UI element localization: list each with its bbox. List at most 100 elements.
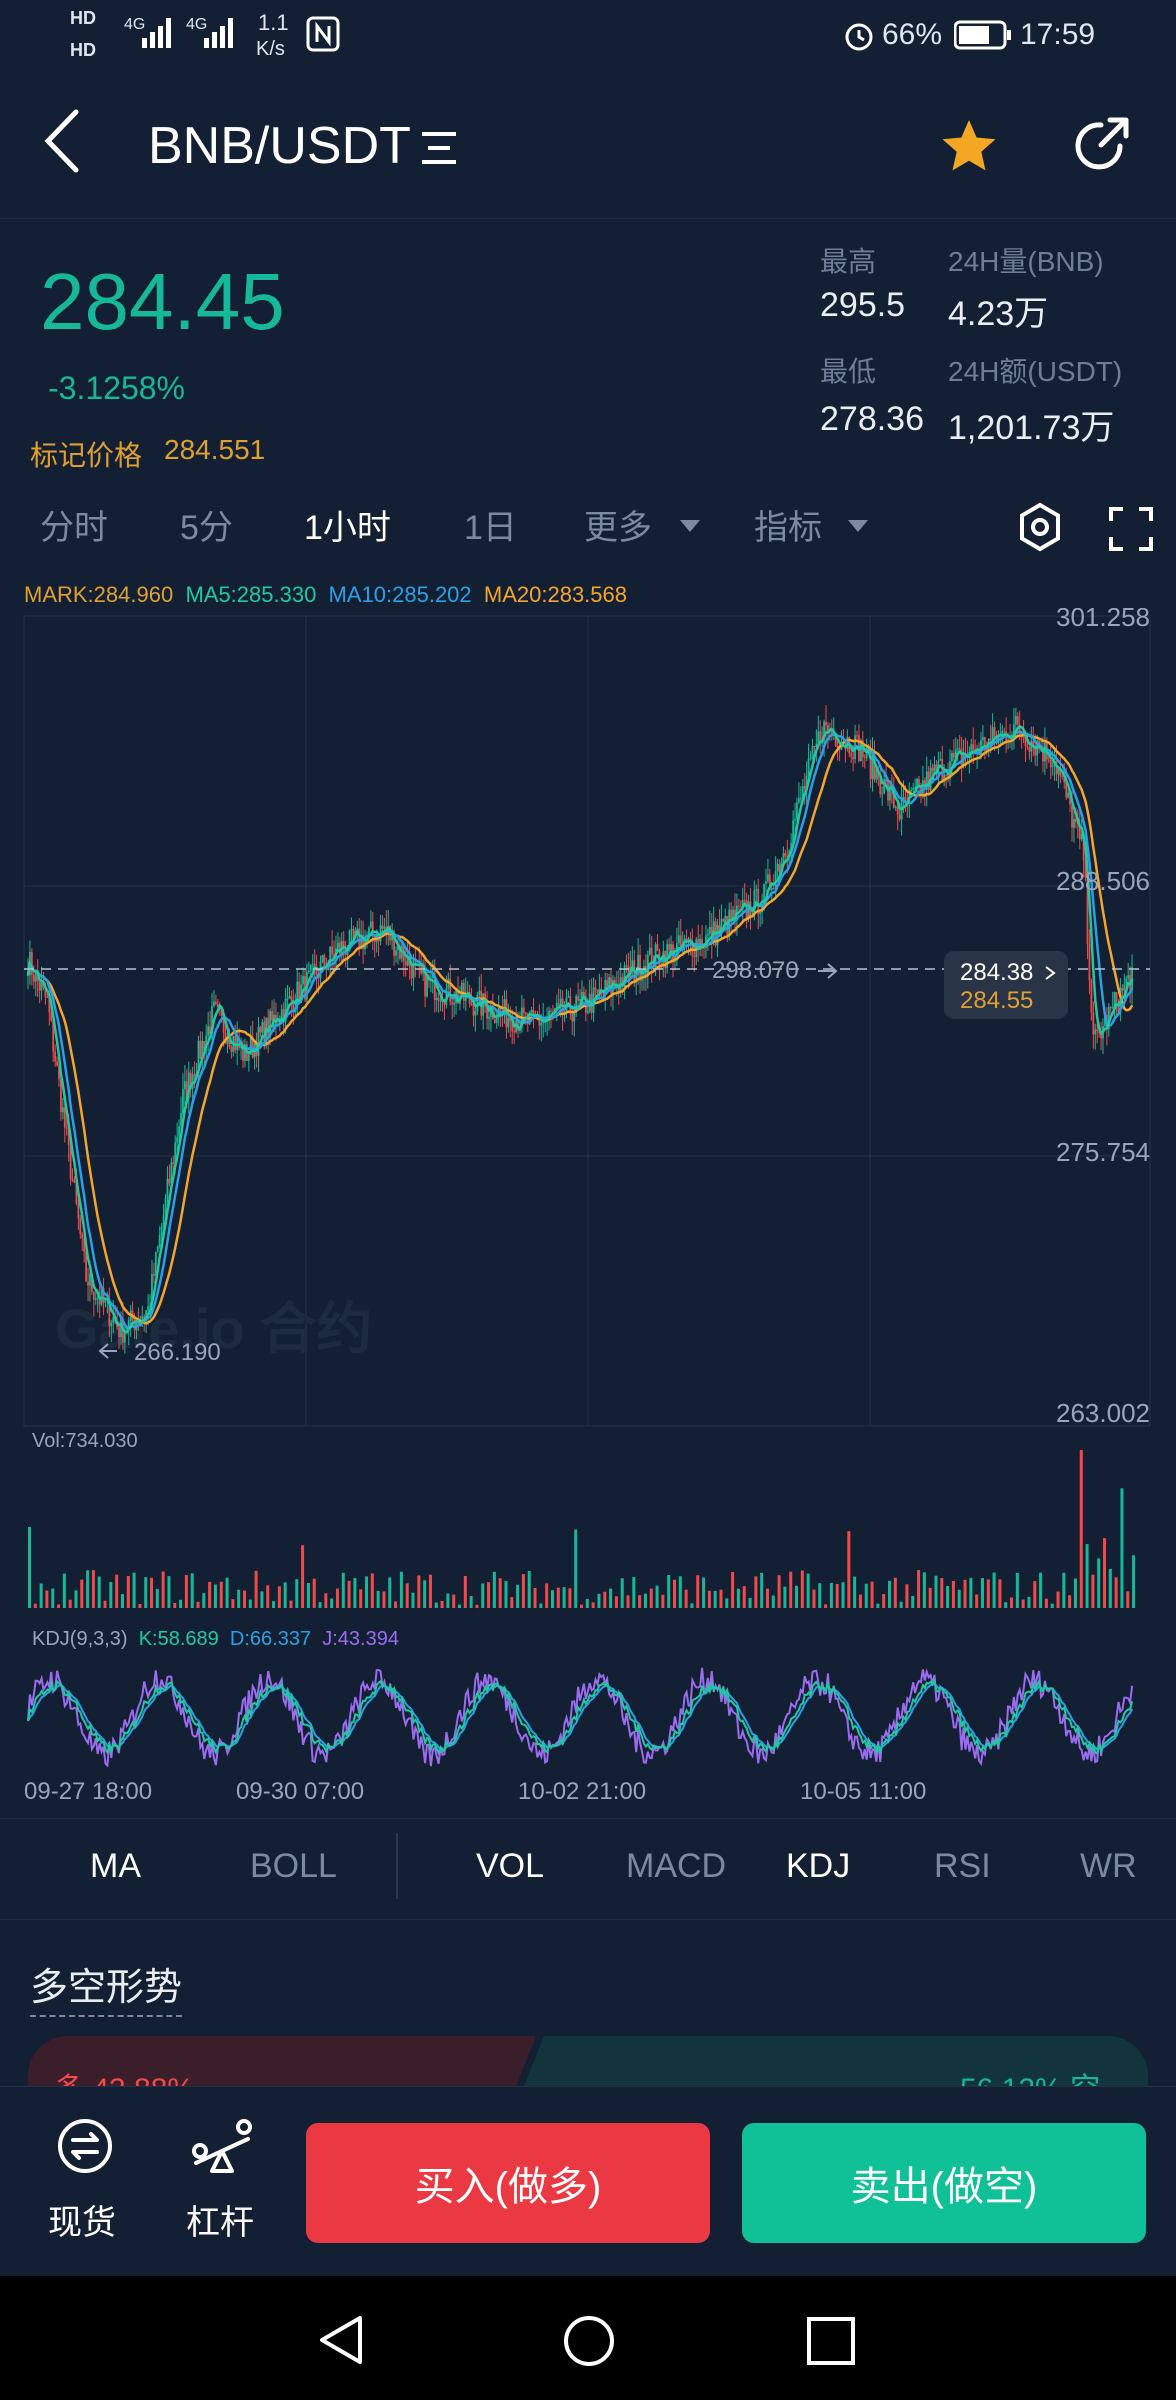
indicator-macd[interactable]: MACD <box>626 1847 727 1885</box>
volume-bar <box>1079 1450 1083 1608</box>
candle-body <box>464 994 467 1001</box>
indicator-ma[interactable]: MA <box>90 1847 141 1885</box>
volume-bar <box>295 1579 299 1608</box>
last-price-tag: 284.38 <box>960 959 1033 986</box>
tab-indicators[interactable]: 指标 <box>754 509 822 547</box>
settings-icon[interactable] <box>1016 502 1064 552</box>
candle-body <box>422 967 425 974</box>
spot-icon <box>58 2119 112 2173</box>
candle-body <box>790 842 793 851</box>
candle-body <box>1121 987 1124 991</box>
indicator-vol[interactable]: VOL <box>476 1847 545 1885</box>
volume-bar <box>824 1604 828 1608</box>
favorite-star-icon[interactable] <box>938 116 1000 176</box>
candle-body <box>346 950 349 956</box>
fullscreen-icon[interactable] <box>1108 506 1154 552</box>
tab-1d[interactable]: 1日 <box>464 509 517 547</box>
candle-body <box>1115 992 1118 1008</box>
tab-timeline[interactable]: 分时 <box>40 509 108 547</box>
nav-back-icon[interactable] <box>314 2312 368 2368</box>
hd-indicator-1: HD <box>70 8 96 28</box>
candle-body <box>290 996 293 1001</box>
candle-body <box>1074 818 1077 822</box>
indicator-kdj[interactable]: KDJ <box>786 1847 851 1885</box>
volume-bar <box>742 1586 746 1608</box>
sell-short-button[interactable]: 卖出(做空) <box>742 2123 1146 2243</box>
nav-home-icon[interactable] <box>562 2314 616 2368</box>
pair-title[interactable]: BNB/USDT <box>148 117 411 175</box>
candle-body <box>395 950 397 956</box>
indicator-boll[interactable]: BOLL <box>250 1847 337 1885</box>
leverage-label: 杠杆 <box>186 2204 254 2242</box>
candle-body <box>1084 860 1087 878</box>
volume-bar <box>818 1583 822 1608</box>
volume-bar <box>510 1597 514 1608</box>
candle-body <box>794 818 796 821</box>
indicator-wr[interactable]: WR <box>1080 1847 1137 1885</box>
volume-bar <box>626 1595 630 1608</box>
candle-body <box>571 1013 574 1022</box>
candle-body <box>724 915 727 922</box>
candle-body <box>153 1274 155 1276</box>
candle-body <box>701 938 703 948</box>
candle-body <box>532 1010 535 1015</box>
candle-body <box>412 960 415 979</box>
menu-icon[interactable] <box>420 130 460 166</box>
buy-long-button[interactable]: 买入(做多) <box>306 2123 710 2243</box>
volume-bar <box>91 1570 95 1608</box>
candle-body <box>52 1020 55 1052</box>
candle-body <box>799 798 802 800</box>
candle-body <box>1016 716 1019 725</box>
candle-body <box>371 921 374 935</box>
candle-body <box>311 963 314 965</box>
volume-bar <box>120 1594 124 1608</box>
volume-bar <box>184 1575 188 1608</box>
candle-body <box>598 989 601 993</box>
candle-body <box>1013 724 1015 735</box>
candle-body <box>449 978 452 1002</box>
candle-body <box>1057 768 1060 775</box>
tab-more[interactable]: 更多 <box>584 509 652 547</box>
tab-5m[interactable]: 5分 <box>180 509 233 547</box>
candle-body <box>172 1162 175 1165</box>
volume-bar <box>731 1572 735 1608</box>
candle-body <box>776 864 779 872</box>
share-icon[interactable] <box>1068 112 1134 178</box>
volume-bar <box>707 1590 711 1608</box>
candle-body <box>1024 736 1027 747</box>
net-speed-unit: K/s <box>256 38 285 60</box>
volume-label: Vol:734.030 <box>32 1430 138 1452</box>
candle-body <box>112 1317 115 1323</box>
candle-body <box>513 1031 516 1033</box>
candle-body <box>856 735 858 737</box>
volume-bar <box>388 1577 392 1608</box>
leverage-button[interactable]: 杠杆 <box>172 2117 276 2247</box>
candle-body <box>898 814 901 820</box>
candle-body <box>203 1041 206 1051</box>
candle-body <box>941 758 944 782</box>
candle-body <box>143 1316 146 1318</box>
candle-body <box>44 986 47 998</box>
volume-bar <box>835 1584 839 1608</box>
nav-recents-icon[interactable] <box>804 2314 858 2368</box>
volume-bar <box>562 1587 566 1608</box>
candlestick-chart[interactable]: Gate.io 合约 301.258 288.506 275.754 263.0… <box>0 608 1176 1430</box>
sentiment-title[interactable]: 多空形势 <box>30 1956 183 2017</box>
spot-button[interactable]: 现货 <box>32 2117 136 2247</box>
candle-body <box>1026 746 1029 748</box>
back-icon[interactable] <box>40 106 80 176</box>
volume-bar <box>254 1570 258 1608</box>
candle-body <box>805 775 808 789</box>
candle-body <box>679 935 682 947</box>
candle-body <box>827 725 829 733</box>
volume-bar <box>155 1588 159 1608</box>
indicator-rsi[interactable]: RSI <box>934 1847 991 1885</box>
candle-body <box>602 993 605 995</box>
tab-1h[interactable]: 1小时 <box>304 509 391 547</box>
candle-body <box>40 982 43 991</box>
candle-body <box>296 981 299 1008</box>
candle-body <box>782 853 785 863</box>
candle-body <box>635 974 638 982</box>
candle-body <box>435 997 438 1001</box>
volume-bar <box>428 1574 432 1608</box>
